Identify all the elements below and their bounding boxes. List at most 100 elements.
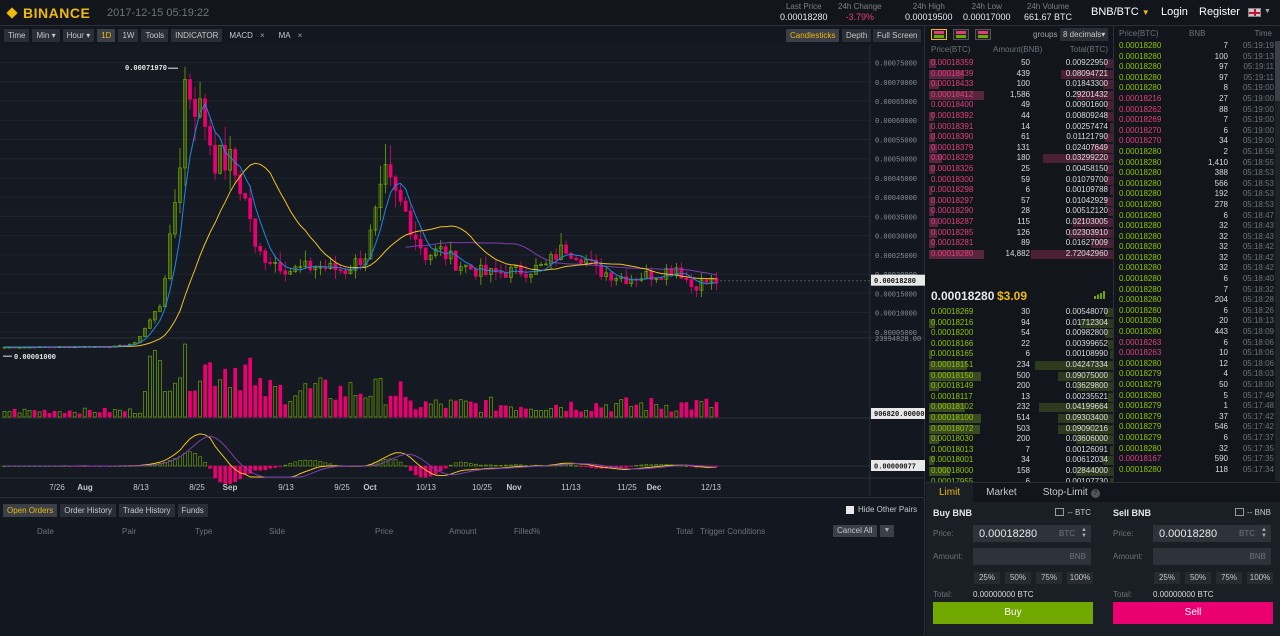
orders-tab-2[interactable]: Trade History — [118, 504, 175, 517]
amount-column-header: Amount(BNB) — [993, 45, 1043, 54]
ask-row[interactable]: 0.00018281 89 0.01627009 — [926, 238, 1113, 249]
ask-row[interactable]: 0.00018379 131 0.02407649 — [926, 143, 1113, 154]
tab-stop-limit[interactable]: Stop-Limit? — [1030, 483, 1113, 502]
help-icon[interactable]: ? — [1090, 489, 1100, 498]
login-link[interactable]: Login — [1161, 6, 1188, 18]
candlesticks-button[interactable]: Candlesticks — [786, 29, 840, 42]
trade-row: 0.00018280 32 05:17:35 — [1115, 444, 1280, 455]
sell-pct-25-button[interactable]: 25% — [1154, 572, 1180, 584]
bid-row[interactable]: 0.00018030 200 0.03606000 — [926, 434, 1113, 445]
sell-button[interactable]: Sell — [1113, 602, 1273, 624]
buy-pct-75-button[interactable]: 75% — [1036, 572, 1062, 584]
ask-row[interactable]: 0.00018290 28 0.00512120 — [926, 206, 1113, 217]
ask-row[interactable]: 0.00018298 6 0.00109788 — [926, 185, 1113, 196]
sell-pct-100-button[interactable]: 100% — [1247, 572, 1273, 584]
orders-col-header: Side — [269, 527, 286, 536]
binance-logo[interactable]: BINANCE — [5, 5, 90, 21]
bid-row[interactable]: 0.00018149 200 0.03629800 — [926, 381, 1113, 392]
depth-bar — [1031, 249, 1113, 259]
register-link[interactable]: Register — [1199, 6, 1240, 18]
price-tick-label: 0.00010000 — [875, 311, 917, 319]
decimals-dropdown[interactable]: 8 decimals▾ — [1060, 28, 1109, 41]
buy-button[interactable]: Buy — [933, 602, 1093, 624]
ask-row[interactable]: 0.00018433 100 0.01843300 — [926, 79, 1113, 90]
ask-row[interactable]: 0.00018391 14 0.00257474 — [926, 122, 1113, 133]
ask-row[interactable]: 0.00018326 25 0.00458150 — [926, 164, 1113, 175]
interval-1w-button[interactable]: 1W — [118, 29, 139, 42]
buy-pct-100-button[interactable]: 100% — [1067, 572, 1093, 584]
trade-price: 0.00018280 — [1119, 390, 1162, 400]
book-asks-view-icon[interactable] — [975, 29, 991, 40]
sell-amount-input[interactable]: BNB — [1153, 548, 1271, 565]
stepper-icon[interactable]: ▲ ▼ — [1261, 527, 1267, 539]
ask-row[interactable]: 0.00018390 61 0.01121790 — [926, 132, 1113, 143]
time-button[interactable]: Time — [4, 29, 30, 42]
interval-1d-button[interactable]: 1D — [97, 29, 116, 42]
close-icon[interactable]: × — [259, 31, 265, 40]
trade-price: 0.00018280 — [1119, 316, 1162, 326]
ask-row[interactable]: 0.00018439 439 0.08094721 — [926, 68, 1113, 80]
candle-body — [208, 126, 212, 146]
x-tick-label: Sep — [223, 483, 238, 492]
price-chart[interactable]: 0.00075000 0.00070000 0.00065000 0.00060000… — [0, 45, 925, 496]
bid-row[interactable]: 0.00018216 94 0.01712304 — [926, 318, 1113, 329]
sell-pct-75-button[interactable]: 75% — [1216, 572, 1242, 584]
bid-row[interactable]: 0.00018166 22 0.00399652 — [926, 339, 1113, 350]
ask-row[interactable]: 0.00018300 59 0.01079700 — [926, 175, 1113, 186]
depth-button[interactable]: Depth — [842, 29, 872, 42]
bid-row[interactable]: 0.00018000 158 0.02844000 — [926, 466, 1113, 477]
orders-tab-0[interactable]: Open Orders — [3, 504, 58, 517]
bid-row[interactable]: 0.00018001 34 0.00612034 — [926, 455, 1113, 466]
bid-row[interactable]: 0.00018151 234 0.04247334 — [926, 360, 1113, 371]
bid-row[interactable]: 0.00018013 7 0.00126091 — [926, 445, 1113, 456]
bid-row[interactable]: 0.00018150 500 0.09075000 — [926, 371, 1113, 382]
tools-button[interactable]: Tools — [141, 29, 169, 42]
book-both-view-icon[interactable] — [931, 29, 947, 40]
trade-price: 0.00018280 — [1119, 252, 1162, 262]
book-total: 0.00548070 — [1065, 307, 1108, 316]
hour-dropdown[interactable]: Hour ▾ — [62, 29, 95, 42]
bid-row[interactable]: 0.00018072 503 0.09090216 — [926, 424, 1113, 435]
sell-price-input[interactable]: 0.00018280 BTC ▲ ▼ — [1153, 525, 1271, 542]
cancel-all-button[interactable]: Cancel All — [833, 525, 877, 537]
min-dropdown[interactable]: Min ▾ — [32, 29, 60, 42]
sell-pct-50-button[interactable]: 50% — [1185, 572, 1211, 584]
ask-row[interactable]: 0.00018287 115 0.02103005 — [926, 217, 1113, 228]
trades-scrollbar[interactable] — [1275, 41, 1280, 481]
bid-row[interactable]: 0.00018165 6 0.00108990 — [926, 349, 1113, 360]
buy-pct-25-button[interactable]: 25% — [974, 572, 1000, 584]
macd-histogram-bar — [489, 464, 493, 467]
fullscreen-button[interactable]: Full Screen — [873, 29, 922, 42]
ask-row[interactable]: 0.00018359 50 0.00922950 — [926, 58, 1113, 69]
tab-market[interactable]: Market — [986, 487, 1017, 498]
orders-tab-1[interactable]: Order History — [60, 504, 116, 517]
ask-row[interactable]: 0.00018280 14,882 2.72042960 — [926, 249, 1113, 260]
bid-row[interactable]: 0.00017955 6 0.00107730 — [926, 477, 1113, 482]
hide-other-pairs-checkbox[interactable]: Hide Other Pairs — [846, 505, 917, 514]
ask-row[interactable]: 0.00018392 44 0.00809248 — [926, 110, 1113, 122]
tab-limit[interactable]: Limit — [926, 483, 974, 502]
ask-row[interactable]: 0.00018400 49 0.00901600 — [926, 100, 1113, 111]
ask-row[interactable]: 0.00018297 57 0.01042929 — [926, 196, 1113, 207]
bid-row[interactable]: 0.00018100 514 0.09303400 — [926, 413, 1113, 424]
indicator-button[interactable]: INDICATOR — [171, 29, 223, 42]
book-total: 0.08094721 — [1065, 68, 1108, 78]
buy-price-input[interactable]: 0.00018280 BTC ▲ ▼ — [973, 525, 1091, 542]
bid-row[interactable]: 0.00018200 54 0.00982800 — [926, 328, 1113, 339]
ask-row[interactable]: 0.00018329 180 0.03299220 — [926, 153, 1113, 164]
ask-row[interactable]: 0.00018285 126 0.02303910 — [926, 228, 1113, 239]
orders-tab-3[interactable]: Funds — [177, 504, 208, 517]
ask-row[interactable]: 0.00018412 1,586 0.29201432 — [926, 90, 1113, 101]
pair-selector[interactable]: BNB/BTC ▼ — [1091, 6, 1150, 18]
uk-flag-icon[interactable] — [1248, 8, 1261, 17]
cancel-dropdown-button[interactable]: ▼ — [880, 525, 894, 537]
bid-row[interactable]: 0.00018269 30 0.00548070 — [926, 307, 1113, 318]
bid-row[interactable]: 0.00018117 13 0.00235521 — [926, 392, 1113, 403]
stepper-icon[interactable]: ▲ ▼ — [1081, 527, 1087, 539]
book-bids-view-icon[interactable] — [953, 29, 969, 40]
book-amount: 44 — [1021, 110, 1030, 120]
bid-row[interactable]: 0.00018102 232 0.04199664 — [926, 402, 1113, 413]
close-icon[interactable]: × — [297, 31, 303, 40]
buy-pct-50-button[interactable]: 50% — [1005, 572, 1031, 584]
buy-amount-input[interactable]: BNB — [973, 548, 1091, 565]
